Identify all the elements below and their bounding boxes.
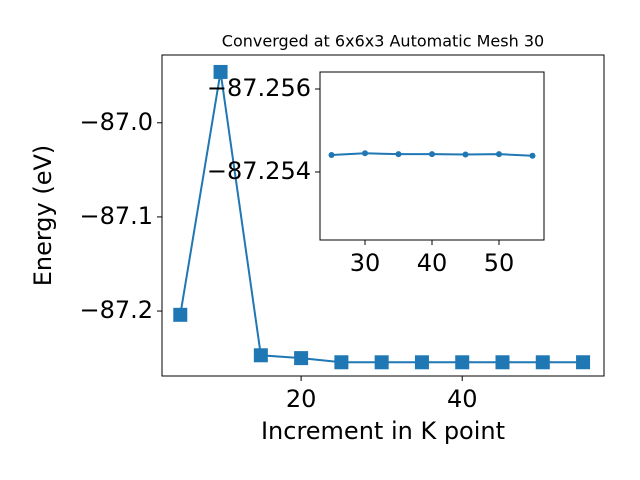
marker [334, 355, 349, 370]
y-axis-label: Energy (eV) [29, 145, 57, 287]
marker [455, 355, 470, 370]
y-tick-label: −87.0 [79, 108, 153, 136]
marker [253, 348, 268, 363]
y-tick-label: −87.2 [79, 296, 153, 324]
y-tick-label: −87.254 [207, 157, 311, 185]
marker [535, 355, 550, 370]
marker [294, 351, 309, 366]
y-tick-label: −87.256 [207, 74, 311, 102]
axes-frame [161, 54, 605, 377]
axes-frame [319, 71, 545, 241]
marker [495, 151, 502, 158]
marker [213, 64, 228, 79]
marker [429, 151, 435, 158]
x-axis-label: Increment in K point [261, 417, 505, 445]
marker [529, 152, 536, 159]
marker [462, 151, 469, 158]
marker [173, 307, 188, 322]
y-tick-label: −87.1 [79, 202, 153, 230]
marker [362, 150, 369, 157]
x-tick-label: 30 [350, 249, 381, 277]
marker [495, 355, 510, 370]
x-tick-label: 40 [447, 385, 478, 413]
marker [414, 355, 429, 370]
marker [328, 151, 335, 158]
chart-title: Converged at 6x6x3 Automatic Mesh 30 [222, 32, 544, 51]
x-tick-label: 20 [286, 385, 317, 413]
marker [395, 151, 402, 158]
x-tick-label: 50 [484, 249, 515, 277]
marker [374, 355, 389, 370]
x-tick-label: 40 [417, 249, 448, 277]
marker [576, 355, 591, 370]
